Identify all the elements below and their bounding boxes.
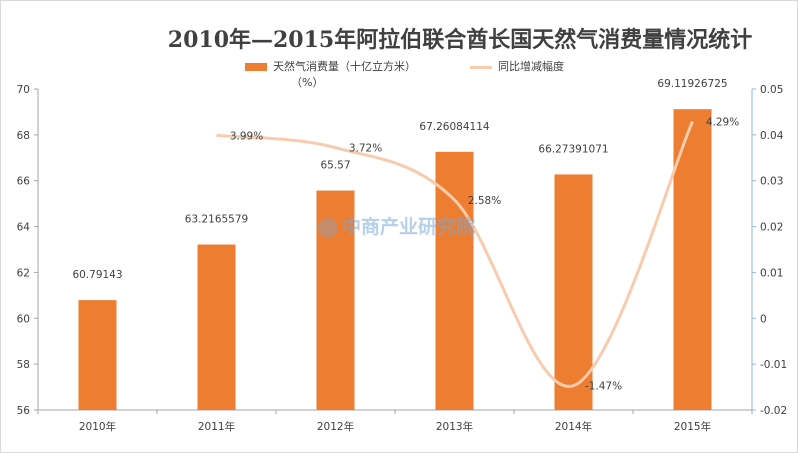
bar-data-label: 63.2165579 bbox=[185, 214, 248, 226]
line-data-label: 3.72% bbox=[349, 143, 382, 155]
bar-data-label: 66.27391071 bbox=[538, 143, 608, 155]
legend-label-growth: 同比增减幅度 bbox=[498, 60, 564, 73]
bar-data-label: 60.79143 bbox=[72, 269, 122, 281]
x-tick-label: 2011年 bbox=[198, 420, 235, 433]
x-tick-label: 2014年 bbox=[555, 420, 592, 433]
bar bbox=[197, 244, 236, 410]
x-tick-label: 2012年 bbox=[317, 420, 354, 433]
x-tick-label: 2010年 bbox=[79, 420, 116, 433]
y-right-tick-label: 0 bbox=[760, 313, 767, 325]
line-data-label: 2.58% bbox=[468, 195, 501, 207]
bar bbox=[316, 190, 355, 410]
chart-title: 2010年—2015年阿拉伯联合酋长国天然气消费量情况统计 bbox=[167, 27, 753, 53]
y-right-tick-label: 0.03 bbox=[760, 176, 783, 188]
legend-item-consumption: 天然气消费量（十亿立方米） bbox=[245, 58, 416, 74]
line-data-label: 3.99% bbox=[230, 130, 263, 142]
x-tick-label: 2013年 bbox=[436, 420, 473, 433]
bar bbox=[78, 300, 117, 410]
y-right-tick-label: 0.02 bbox=[760, 222, 783, 234]
y-left-tick-label: 66 bbox=[17, 176, 31, 188]
y-left-tick-label: 68 bbox=[17, 130, 30, 142]
y-left-tick-label: 64 bbox=[17, 222, 31, 234]
bar bbox=[554, 174, 593, 410]
y-right-tick-label: -0.02 bbox=[760, 405, 787, 417]
y-left-tick-label: 58 bbox=[17, 359, 30, 371]
y-left-tick-label: 60 bbox=[17, 313, 30, 325]
bar-data-label: 67.26084114 bbox=[419, 121, 489, 133]
growth-line bbox=[216, 120, 694, 388]
legend-swatch-line bbox=[470, 65, 492, 69]
line-data-label: 4.29% bbox=[706, 117, 739, 129]
y-left-tick-label: 56 bbox=[17, 405, 31, 417]
watermark: 中商产业研究院 bbox=[318, 212, 475, 239]
y-right-tick-label: 0.04 bbox=[760, 130, 784, 142]
legend-swatch-bar bbox=[245, 63, 267, 71]
legend-item-growth: 同比增减幅度 bbox=[470, 58, 564, 74]
y-right-tick-label: 0.01 bbox=[760, 267, 783, 279]
watermark-text: 中商产业研究院 bbox=[342, 216, 476, 238]
bar-data-label: 65.57 bbox=[320, 160, 350, 172]
y-right-tick-label: -0.01 bbox=[760, 359, 787, 371]
line-data-label: -1.47% bbox=[585, 381, 622, 393]
legend-label-consumption: 天然气消费量（十亿立方米） bbox=[273, 60, 416, 73]
watermark-logo-icon bbox=[318, 217, 338, 238]
y-left-tick-label: 70 bbox=[17, 84, 30, 96]
bar-data-label: 69.11926725 bbox=[657, 78, 727, 90]
y-right-tick-label: 0.05 bbox=[760, 84, 783, 96]
y-left-tick-label: 62 bbox=[17, 267, 30, 279]
legend-label-growth-unit: （%） bbox=[291, 76, 324, 89]
bar bbox=[435, 151, 474, 410]
x-tick-label: 2015年 bbox=[674, 420, 711, 433]
